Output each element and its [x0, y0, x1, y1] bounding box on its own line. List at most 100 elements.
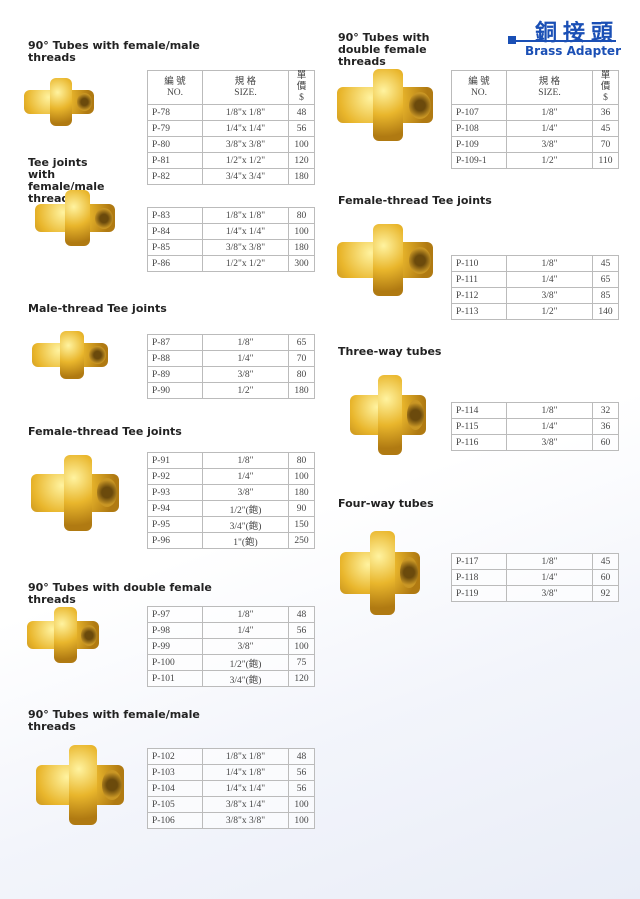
section-title: Four-way tubes — [338, 497, 434, 510]
item-no: P-118 — [451, 569, 507, 586]
item-price: 45 — [592, 553, 619, 570]
item-size: 1/8" — [202, 334, 289, 351]
item-no: P-78 — [147, 104, 203, 121]
price-table: 編 號 NO. 規 格 SIZE. 單 價 $ P-78 1/8"x 1/8" 48 P-79 1/… — [147, 70, 315, 185]
col-size: 規 格 SIZE. — [506, 70, 593, 105]
item-no: P-96 — [147, 532, 203, 549]
price-table: 編 號 NO. 規 格 SIZE. 單 價 $ P-107 1/8" 36 P-108 1/4" 45… — [451, 70, 619, 169]
table-row: P-83 1/8"x 1/8" 80 — [147, 207, 315, 224]
table-row: P-109 3/8" 70 — [451, 136, 619, 153]
price-table: P-97 1/8" 48 P-98 1/4" 56 P-99 3/8" 100 P-100 1/2"… — [147, 606, 315, 687]
item-no: P-89 — [147, 366, 203, 383]
table-row: P-106 3/8"x 3/8" 100 — [147, 812, 315, 829]
item-no: P-105 — [147, 796, 203, 813]
section-title: 90° Tubes with female/male threads — [28, 39, 200, 64]
item-no: P-94 — [147, 500, 203, 517]
item-no: P-111 — [451, 271, 507, 288]
item-size: 1/2" — [506, 303, 593, 320]
item-no: P-84 — [147, 223, 203, 240]
item-price: 80 — [288, 452, 315, 469]
price-table: P-91 1/8" 80 P-92 1/4" 100 P-93 3/8" 180 P-94 1/2"… — [147, 452, 315, 549]
table-row: P-86 1/2"x 1/2" 300 — [147, 255, 315, 272]
brass-fitting-image — [340, 365, 435, 465]
table-row: P-108 1/4" 45 — [451, 120, 619, 137]
item-no: P-119 — [451, 585, 507, 602]
item-price: 56 — [288, 780, 315, 797]
table-row: P-82 3/4"x 3/4" 180 — [147, 168, 315, 185]
table-row: P-105 3/8"x 1/4" 100 — [147, 796, 315, 813]
item-size: 3/8"x 3/8" — [202, 136, 289, 153]
brand-underline — [508, 40, 616, 42]
item-no: P-108 — [451, 120, 507, 137]
item-price: 180 — [288, 239, 315, 256]
table-row: P-80 3/8"x 3/8" 100 — [147, 136, 315, 153]
table-row: P-115 1/4" 36 — [451, 418, 619, 435]
item-price: 140 — [592, 303, 619, 320]
item-price: 120 — [288, 152, 315, 169]
table-row: P-110 1/8" 45 — [451, 255, 619, 272]
item-price: 100 — [288, 136, 315, 153]
table-row: P-109-1 1/2" 110 — [451, 152, 619, 169]
item-price: 70 — [592, 136, 619, 153]
item-no: P-87 — [147, 334, 203, 351]
brass-fitting-image — [330, 520, 430, 625]
item-no: P-99 — [147, 638, 203, 655]
table-row: P-78 1/8"x 1/8" 48 — [147, 104, 315, 121]
item-price: 100 — [288, 468, 315, 485]
price-table: P-83 1/8"x 1/8" 80 P-84 1/4"x 1/4" 100 P-85 3/8… — [147, 207, 315, 272]
table-row: P-118 1/4" 60 — [451, 569, 619, 586]
table-row: P-92 1/4" 100 — [147, 468, 315, 485]
item-no: P-117 — [451, 553, 507, 570]
item-no: P-109-1 — [451, 152, 507, 169]
table-row: P-89 3/8" 80 — [147, 366, 315, 383]
brass-fitting-image — [22, 325, 117, 385]
item-size: 3/4"(鉋) — [202, 516, 289, 533]
price-table: P-102 1/8"x 1/8" 48 P-103 1/4"x 1/8" 56 P-104 1… — [147, 748, 315, 829]
item-no: P-88 — [147, 350, 203, 367]
item-price: 65 — [592, 271, 619, 288]
item-size: 3/8" — [202, 484, 289, 501]
table-row: P-85 3/8"x 3/8" 180 — [147, 239, 315, 256]
item-size: 1/8" — [506, 255, 593, 272]
item-price: 120 — [288, 670, 315, 687]
table-row: P-113 1/2" 140 — [451, 303, 619, 320]
table-row: P-100 1/2"(鉋) 75 — [147, 654, 315, 671]
item-no: P-113 — [451, 303, 507, 320]
item-no: P-85 — [147, 239, 203, 256]
price-table: P-117 1/8" 45 P-118 1/4" 60 P-119 3/8" 92 — [451, 553, 619, 602]
item-size: 1/2"(鉋) — [202, 500, 289, 517]
item-size: 3/8" — [202, 366, 289, 383]
item-no: P-115 — [451, 418, 507, 435]
item-size: 1/2" — [202, 382, 289, 399]
item-size: 1/4" — [506, 120, 593, 137]
table-row: P-91 1/8" 80 — [147, 452, 315, 469]
item-price: 80 — [288, 366, 315, 383]
item-no: P-106 — [147, 812, 203, 829]
item-no: P-110 — [451, 255, 507, 272]
item-size: 1/8"x 1/8" — [202, 104, 289, 121]
table-header: 編 號 NO. 規 格 SIZE. 單 價 $ — [451, 70, 619, 105]
item-size: 1/2"(鉋) — [202, 654, 289, 671]
brand-title-cn: 銅接頭 — [535, 21, 620, 46]
item-size: 1/8"x 1/8" — [202, 748, 289, 765]
section-title: Male-thread Tee joints — [28, 302, 167, 315]
section-title: 90° Tubes with double female threads — [28, 581, 212, 606]
item-size: 3/8" — [202, 638, 289, 655]
item-price: 36 — [592, 418, 619, 435]
item-no: P-104 — [147, 780, 203, 797]
item-no: P-90 — [147, 382, 203, 399]
item-size: 1/4" — [506, 569, 593, 586]
item-size: 1/4" — [506, 271, 593, 288]
item-size: 1/4"x 1/4" — [202, 223, 289, 240]
item-price: 100 — [288, 812, 315, 829]
table-row: P-102 1/8"x 1/8" 48 — [147, 748, 315, 765]
section-title: Three-way tubes — [338, 345, 442, 358]
brand-title-en: Brass Adapter — [525, 44, 621, 58]
item-price: 45 — [592, 120, 619, 137]
item-size: 3/8"x 3/8" — [202, 239, 289, 256]
table-row: P-101 3/4"(鉋) 120 — [147, 670, 315, 687]
col-no: 編 號 NO. — [451, 70, 507, 105]
item-size: 1/8" — [506, 402, 593, 419]
item-price: 60 — [592, 569, 619, 586]
item-price: 56 — [288, 622, 315, 639]
